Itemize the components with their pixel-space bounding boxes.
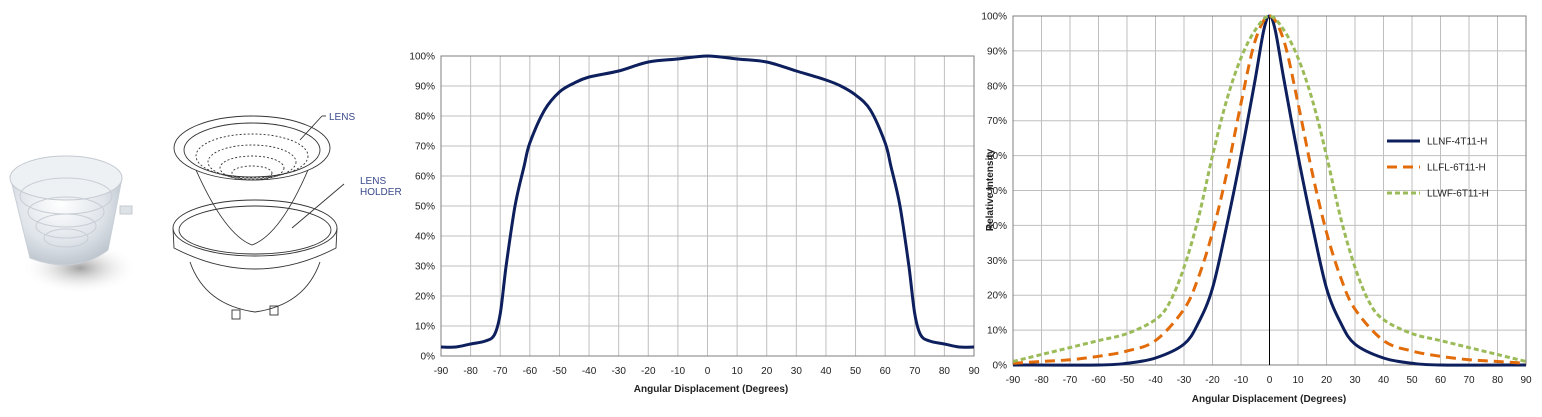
lens-callout: LENS	[329, 112, 355, 123]
chart2-y-tick-label: 100%	[981, 12, 1007, 23]
chart2-x-tick-label: 70	[1463, 375, 1475, 386]
chart1-x-tick-label: 80	[939, 366, 951, 377]
lens-photo	[9, 155, 138, 294]
chart1-x-tick-label: 40	[820, 366, 832, 377]
chart2-series-line-2	[1012, 14, 1527, 365]
chart1-x-tick-label: 50	[850, 366, 862, 377]
chart2-x-tick-label: 50	[1406, 375, 1418, 386]
chart1-x-tick-label: 30	[791, 366, 803, 377]
chart2-y-tick-label: 40%	[987, 221, 1007, 232]
chart2-y-tick-label: 30%	[987, 256, 1007, 267]
legend-label-3: LLWF-6T11-H	[1427, 189, 1489, 200]
legend-label-2: LLFL-6T11-H	[1427, 163, 1486, 174]
chart1-x-tick-label: -60	[523, 366, 538, 377]
chart1-y-tick-label: 10%	[415, 322, 435, 333]
relative-intensity-chart: 0% 10% 20% 30% 40% 50% 60% 70% 80% 90% 100% -90 -80…	[981, 12, 1532, 406]
chart1-x-tick-label: -10	[671, 366, 686, 377]
chart2-x-tick-label: 20	[1321, 375, 1333, 386]
chart1-x-tick-label: 20	[761, 366, 773, 377]
chart2-y-tick-label: 10%	[987, 326, 1007, 337]
chart2-y-tick-label: 50%	[987, 186, 1007, 197]
chart1-x-tick-label: 70	[909, 366, 921, 377]
chart2-x-tick-label: 40	[1378, 375, 1390, 386]
chart2-x-tick-label: 80	[1492, 375, 1504, 386]
chart1-x-tick-label: 60	[880, 366, 892, 377]
chart1-x-tick-label: 90	[968, 366, 980, 377]
chart1-y-tick-label: 100%	[409, 52, 435, 63]
holder-callout-line2: HOLDER	[360, 187, 402, 198]
chart2-x-tick-label: -50	[1120, 375, 1135, 386]
chart1-x-tick-label: -40	[582, 366, 597, 377]
chart1-y-tick-label: 30%	[415, 262, 435, 273]
chart2-x-tick-label: 60	[1435, 375, 1447, 386]
chart1-y-tick-label: 90%	[415, 82, 435, 93]
chart2-series-line-3	[1012, 14, 1527, 363]
chart1-y-tick-label: 60%	[415, 172, 435, 183]
chart1-x-tick-label: 0	[705, 366, 711, 377]
holder-callout-line1: LENS	[360, 176, 386, 187]
chart2-x-tick-label: 0	[1267, 375, 1273, 386]
chart1-y-tick-label: 80%	[415, 112, 435, 123]
chart1-y-tick-label: 0%	[421, 352, 436, 363]
chart2-x-tick-label: 30	[1349, 375, 1361, 386]
chart2-y-tick-label: 90%	[987, 46, 1007, 57]
chart2-x-tick-label: -60	[1091, 375, 1106, 386]
chart1-y-tick-label: 70%	[415, 142, 435, 153]
chart1-x-axis-title: Angular Displacement (Degrees)	[634, 384, 789, 395]
chart2-y-tick-label: 0%	[993, 361, 1008, 372]
chart2-x-tick-label: -20	[1205, 375, 1220, 386]
chart1-x-tick-label: 10	[732, 366, 744, 377]
chart2-x-tick-label: -40	[1148, 375, 1163, 386]
chart1-y-tick-label: 20%	[415, 292, 435, 303]
chart1-x-tick-label: -80	[463, 366, 478, 377]
chart2-x-tick-label: 90	[1520, 375, 1532, 386]
chart1-y-tick-label: 40%	[415, 232, 435, 243]
chart2-y-tick-label: 70%	[987, 116, 1007, 127]
chart1-series-line-1	[440, 54, 975, 349]
lens-drawing	[172, 115, 345, 320]
chart2-y-tick-label: 80%	[987, 81, 1007, 92]
chart2-x-tick-label: -10	[1234, 375, 1249, 386]
chart2-x-axis-title: Angular Displacement (Degrees)	[1192, 394, 1347, 405]
chart2-x-tick-label: -90	[1006, 375, 1021, 386]
chart1-x-tick-label: -70	[493, 366, 508, 377]
chart2-x-tick-label: -80	[1034, 375, 1049, 386]
chart1-y-tick-label: 50%	[415, 202, 435, 213]
chart1-x-tick-label: -20	[641, 366, 656, 377]
legend-label-1: LLNF-4T11-H	[1427, 137, 1487, 148]
chart2-y-axis-title: Relative Intensity	[985, 148, 996, 231]
chart1-x-tick-label: -30	[611, 366, 626, 377]
chart2-x-tick-label: -30	[1177, 375, 1192, 386]
chart2-x-tick-label: 10	[1292, 375, 1304, 386]
beam-profile-chart: 0% 10% 20% 30% 40% 50% 60% 70% 80% 90% 100% -90 -80…	[409, 52, 980, 396]
chart1-x-tick-label: -90	[434, 366, 449, 377]
chart2-y-tick-label: 60%	[987, 151, 1007, 162]
chart2-y-tick-label: 20%	[987, 291, 1007, 302]
chart2-x-tick-label: -70	[1063, 375, 1078, 386]
chart1-x-tick-label: -50	[552, 366, 567, 377]
